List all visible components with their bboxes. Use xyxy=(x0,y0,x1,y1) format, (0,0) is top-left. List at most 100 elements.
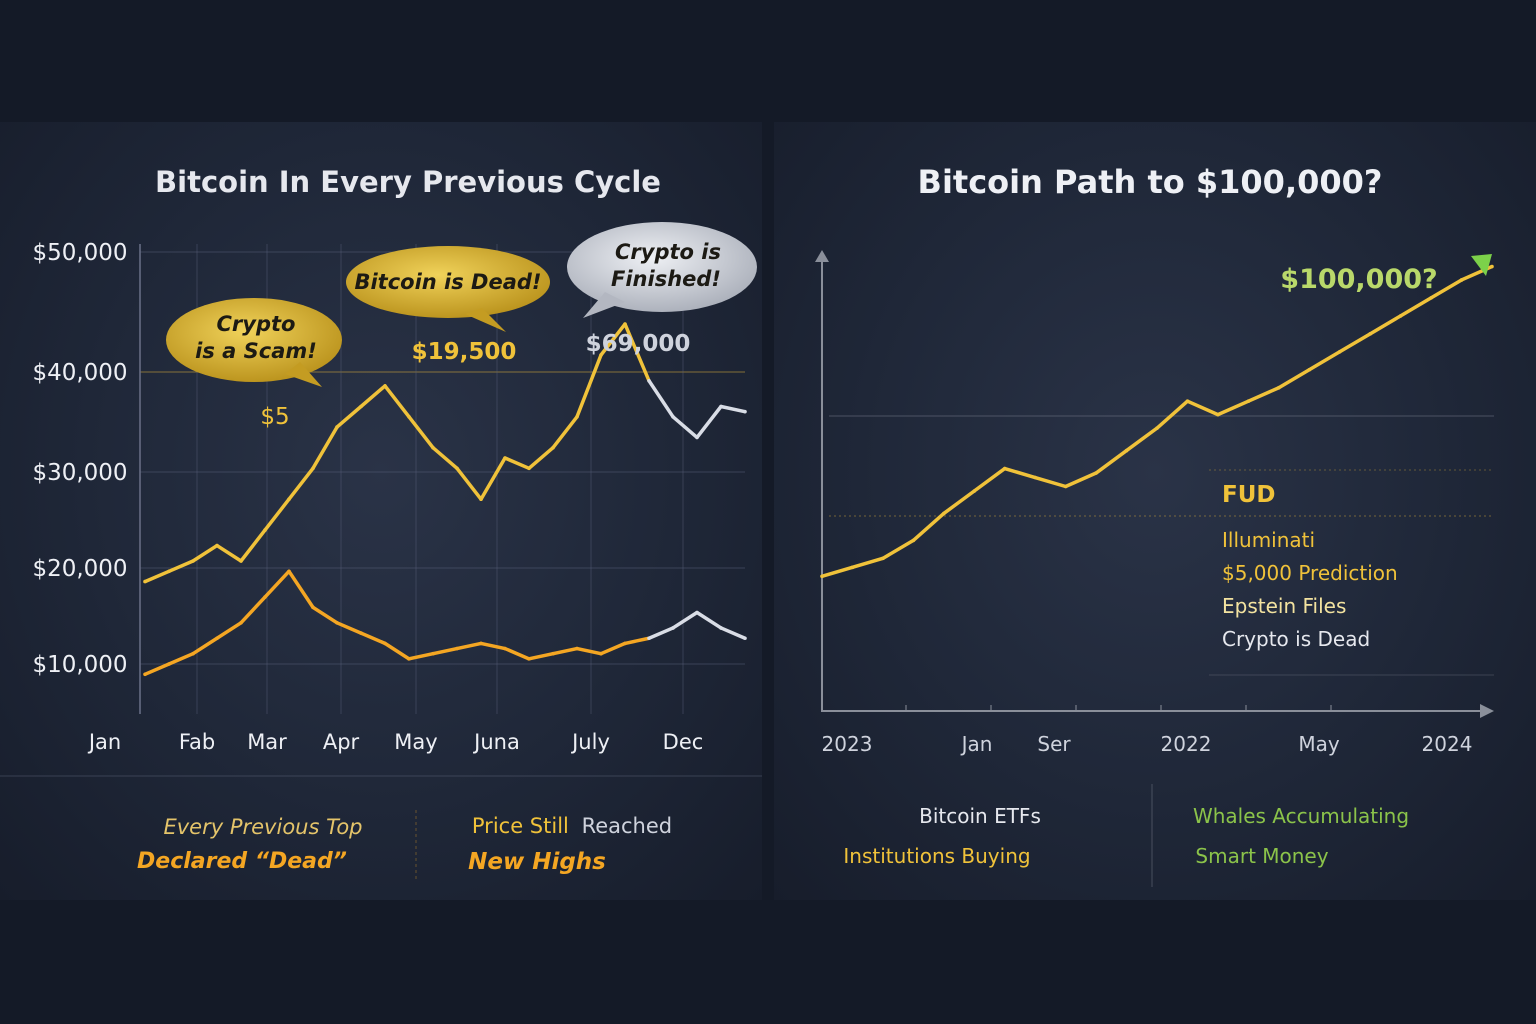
right-x-tick-label: Jan xyxy=(960,732,993,756)
left-y-tick-label: $20,000 xyxy=(32,556,127,582)
right-series-line xyxy=(821,264,1493,578)
right-x-axis-arrow xyxy=(1480,704,1494,718)
left-series-group xyxy=(143,322,747,677)
footer-price-still: Price Still xyxy=(472,814,569,838)
left-y-tick-label: $40,000 xyxy=(32,360,127,386)
fud-item-epstein-files: Epstein Files xyxy=(1222,594,1346,618)
right-series-point xyxy=(1124,448,1129,453)
right-series-point xyxy=(1063,484,1068,489)
left-series-point xyxy=(383,384,387,388)
right-series-group xyxy=(820,264,1494,579)
right-x-tick-label: 2023 xyxy=(822,732,873,756)
bubble-crypto-finished-line1: Crypto is xyxy=(615,240,721,264)
price-label-5: $5 xyxy=(260,404,289,430)
right-chart-svg: Bitcoin Path to $100,000? 2023 Jan Ser 2022… xyxy=(815,163,1494,887)
left-series-point xyxy=(719,404,723,409)
bubble-crypto-scam-line1: Crypto xyxy=(217,312,296,336)
left-series-point xyxy=(383,641,387,646)
right-series-point xyxy=(1185,399,1190,403)
left-series-point xyxy=(239,621,243,625)
right-x-ticks: 2023 Jan Ser 2022 May 2024 xyxy=(822,705,1473,756)
left-series-point xyxy=(599,651,603,656)
left-series-point xyxy=(455,466,459,471)
bubble-crypto-finished: Crypto is Finished! xyxy=(567,222,757,318)
footer-bitcoin-etfs: Bitcoin ETFs xyxy=(919,804,1041,828)
right-series-point xyxy=(1246,399,1251,403)
footer-institutions-buying: Institutions Buying xyxy=(843,844,1030,868)
left-series-point xyxy=(479,641,483,646)
right-series-point xyxy=(1033,475,1037,480)
left-series-point xyxy=(431,445,435,450)
right-series-point xyxy=(911,538,916,543)
left-x-axis: Jan Fab Mar Apr May Juna July Dec xyxy=(87,730,704,754)
bubble-bitcoin-dead: Bitcoin is Dead! xyxy=(346,246,550,332)
right-series-point xyxy=(1094,471,1098,475)
right-series-point xyxy=(1398,314,1403,318)
footer-reached: Reached xyxy=(582,814,673,838)
left-series-line-0 xyxy=(144,322,651,584)
left-series-point xyxy=(599,353,603,357)
footer-new-highs: New Highs xyxy=(468,849,606,875)
right-x-tick-label: 2024 xyxy=(1422,732,1473,756)
left-series-point xyxy=(695,610,699,615)
left-series-point xyxy=(239,559,243,563)
left-series-point xyxy=(479,497,483,502)
right-series-point xyxy=(972,489,977,493)
left-series-point xyxy=(359,404,363,409)
left-grid xyxy=(0,244,762,777)
left-series-point xyxy=(671,626,675,630)
left-y-tick-label: $10,000 xyxy=(32,652,127,678)
left-series-point xyxy=(311,466,315,471)
right-series-point xyxy=(1459,278,1464,282)
right-series-point xyxy=(1307,367,1312,372)
left-series-point xyxy=(215,543,219,548)
left-series-point xyxy=(551,651,555,656)
left-series-point xyxy=(551,445,555,450)
left-series-point xyxy=(335,425,339,429)
left-series-point xyxy=(431,651,435,656)
bubble-crypto-scam-line2: is a Scam! xyxy=(195,339,317,363)
right-series-point xyxy=(942,511,946,516)
left-y-tick-label: $50,000 xyxy=(32,240,127,266)
footer-price-still-reached: Price Still Reached xyxy=(472,814,672,838)
left-series-point xyxy=(623,641,627,646)
left-x-tick-label: Fab xyxy=(179,730,215,754)
left-x-tick-label: Juna xyxy=(472,730,520,754)
right-x-tick-label: 2022 xyxy=(1161,732,1212,756)
price-label-19500: $19,500 xyxy=(412,339,517,365)
left-series-point xyxy=(647,378,651,383)
left-x-tick-label: May xyxy=(394,730,437,754)
left-series-line-1 xyxy=(144,569,650,676)
right-series-point xyxy=(1002,466,1007,471)
left-series-point xyxy=(527,466,531,471)
left-series-point xyxy=(167,662,171,666)
left-series-point xyxy=(695,435,699,440)
left-series-point xyxy=(167,569,171,574)
right-series-point xyxy=(1368,332,1372,336)
left-series-point xyxy=(503,646,507,651)
fud-item-illuminati: Illuminati xyxy=(1222,528,1315,552)
fud-item-crypto-is-dead: Crypto is Dead xyxy=(1222,627,1370,651)
left-series-point xyxy=(287,497,291,502)
left-series-point xyxy=(263,595,267,599)
left-series-point xyxy=(575,415,579,419)
right-series-point xyxy=(850,565,855,570)
left-series-line-silver-1 xyxy=(648,610,746,640)
left-series-point xyxy=(647,636,651,641)
left-series-point xyxy=(215,636,219,641)
price-label-69000: $69,000 xyxy=(586,331,691,357)
bubble-bitcoin-dead-line1: Bitcoin is Dead! xyxy=(354,270,541,294)
left-x-tick-label: July xyxy=(570,730,610,754)
left-series-line-silver-0 xyxy=(647,379,746,440)
left-x-tick-label: Jan xyxy=(87,730,121,754)
left-series-point xyxy=(527,657,531,661)
left-series-point xyxy=(743,636,747,641)
right-grid xyxy=(829,415,1494,676)
left-y-tick-label: $30,000 xyxy=(32,460,127,486)
left-series-point xyxy=(575,646,579,651)
left-series-point xyxy=(719,626,723,630)
left-chart-panel: Bitcoin In Every Previous Cycle $50,000 $… xyxy=(0,122,762,900)
fud-heading: FUD xyxy=(1222,482,1275,508)
left-series-point xyxy=(143,579,147,584)
left-series-point xyxy=(407,415,411,419)
